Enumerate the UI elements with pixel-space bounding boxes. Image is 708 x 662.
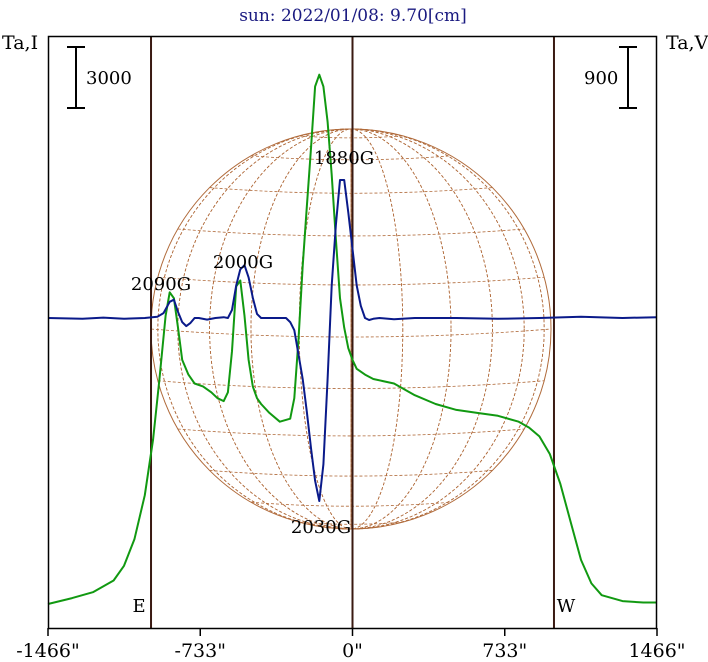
latitude-line <box>177 428 525 437</box>
limb-label-E: E <box>132 596 145 617</box>
latitude-line <box>177 228 525 237</box>
x-tick-label: 1466" <box>628 640 685 662</box>
left-scale-bar <box>67 46 85 109</box>
annotations: 1880G 2000G 2090G 2030G <box>131 148 374 538</box>
limb-lines <box>150 37 555 628</box>
x-tick-label: 0" <box>342 640 363 662</box>
x-tick-label: -1466" <box>16 640 80 662</box>
annotation-label: 2000G <box>213 252 273 273</box>
stokes_v-line <box>47 179 658 502</box>
limb-label-W: W <box>557 596 576 617</box>
right-axis-label: Ta,V <box>666 32 708 54</box>
latitude-line <box>157 276 545 286</box>
annotation-label: 2030G <box>291 517 351 538</box>
x-tick-label: 733" <box>482 640 527 662</box>
series-layer <box>47 73 658 605</box>
annotation-label: 2090G <box>131 274 191 295</box>
solar-disk <box>150 128 552 530</box>
right-scale-bar <box>619 46 637 109</box>
left-scale-label: 3000 <box>86 68 132 89</box>
latitude-line <box>157 380 545 389</box>
left-axis-label: Ta,I <box>2 32 38 54</box>
chart-title: sun: 2022/01/08: 9.70[cm] <box>239 6 467 26</box>
annotation-label: 1880G <box>314 148 374 169</box>
x-tick-label: -733" <box>175 640 226 662</box>
right-scale-label: 900 <box>584 68 618 89</box>
x-axis: -1466" -733" 0" 733" 1466" <box>16 628 686 662</box>
